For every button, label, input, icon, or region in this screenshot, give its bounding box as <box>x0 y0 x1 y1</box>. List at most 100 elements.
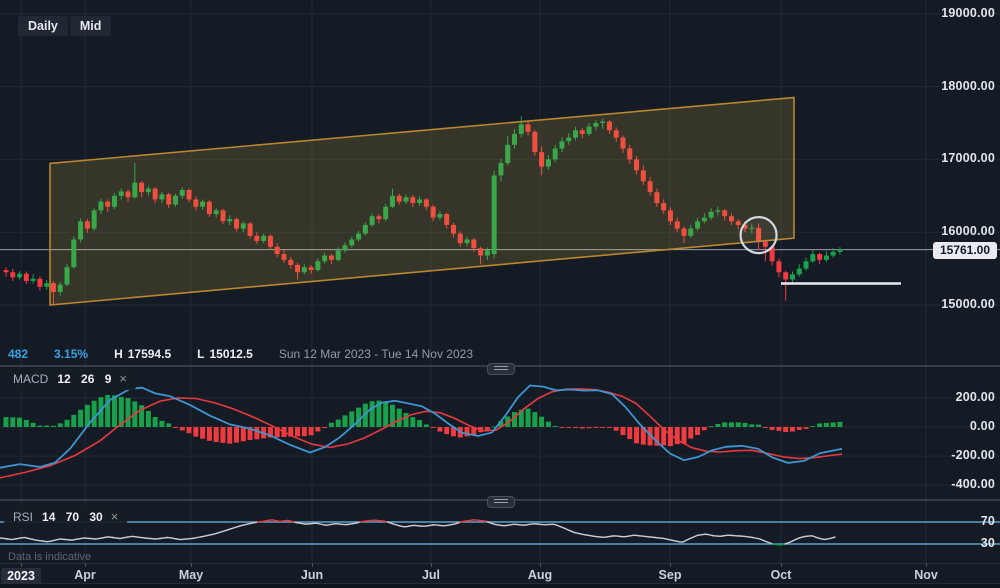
macd-histogram-bar <box>139 405 145 427</box>
candle <box>444 214 450 225</box>
candle <box>674 221 680 229</box>
candle <box>783 272 789 280</box>
candle <box>308 267 314 271</box>
candle <box>145 188 151 193</box>
time-axis-tick <box>191 563 192 567</box>
time-axis-tick <box>431 563 432 567</box>
price-tick-label: 16000.00 <box>941 224 995 239</box>
candle <box>315 261 321 271</box>
macd-tick-label: 200.00 <box>955 389 995 404</box>
candle <box>356 233 362 240</box>
candle <box>789 274 795 280</box>
time-axis[interactable] <box>0 563 1000 584</box>
month-label: Jul <box>421 568 441 582</box>
macd-histogram-bar <box>369 401 375 427</box>
high-label: H <box>114 347 123 361</box>
macd-label: MACD <box>13 372 49 386</box>
candle <box>695 221 701 229</box>
interval-daily-button[interactable]: Daily <box>18 16 68 36</box>
macd-histogram-bar <box>749 424 755 427</box>
macd-histogram-bar <box>545 421 551 427</box>
macd-histogram-bar <box>376 400 382 427</box>
candle <box>810 254 816 262</box>
macd-histogram-bar <box>627 427 633 440</box>
macd-histogram-bar <box>57 423 63 427</box>
macd-histogram-bar <box>769 427 775 430</box>
macd-histogram-bar <box>200 427 206 439</box>
macd-histogram-bar <box>559 427 565 428</box>
macd-histogram-bar <box>193 427 199 437</box>
candle <box>688 228 694 236</box>
month-label: Aug <box>527 568 553 582</box>
time-axis-tick <box>21 563 22 567</box>
breakout-circle-annotation[interactable] <box>739 216 778 255</box>
macd-close-icon[interactable]: × <box>119 371 127 386</box>
candle <box>586 126 592 134</box>
low-label: L <box>197 347 205 361</box>
macd-histogram-bar <box>417 420 423 427</box>
macd-histogram-bar <box>234 427 240 443</box>
candle <box>756 227 762 242</box>
macd-histogram-bar <box>776 427 782 431</box>
candle <box>776 261 782 273</box>
macd-histogram-bar <box>783 427 789 432</box>
candle <box>457 233 463 244</box>
time-axis-tick <box>926 563 927 567</box>
candle <box>525 124 531 132</box>
candle <box>735 221 741 225</box>
candle <box>152 188 158 200</box>
pane-resize-handle[interactable] <box>487 363 515 375</box>
status-bar: 482 3.15% H 17594.5 L 15012.5 Sun 12 Mar… <box>8 347 473 361</box>
candle <box>166 194 172 205</box>
macd-histogram-bar <box>722 422 728 427</box>
month-label: Apr <box>74 568 96 582</box>
macd-histogram-bar <box>654 427 660 446</box>
macd-histogram-bar <box>525 408 531 427</box>
macd-histogram-bar <box>295 427 301 437</box>
trend-channel[interactable] <box>49 96 795 306</box>
candle <box>512 133 517 145</box>
rsi-close-icon[interactable]: × <box>110 509 119 524</box>
macd-histogram-bar <box>661 427 667 446</box>
month-label: Nov <box>914 568 938 582</box>
candle <box>17 273 23 278</box>
macd-histogram-bar <box>328 422 334 427</box>
candle <box>823 255 829 260</box>
macd-histogram-bar <box>410 417 416 427</box>
candle <box>613 130 619 138</box>
candle <box>3 270 9 273</box>
price-type-mid-button[interactable]: Mid <box>69 16 112 36</box>
rsi-label: RSI <box>13 510 34 524</box>
macd-histogram-bar <box>105 395 111 427</box>
candle <box>728 216 734 222</box>
pane-resize-handle[interactable] <box>487 496 515 508</box>
high-value: 17594.5 <box>127 347 172 361</box>
candle <box>369 216 375 225</box>
candle <box>396 195 402 202</box>
candle <box>654 192 660 204</box>
time-axis-tick <box>670 563 671 567</box>
candle <box>78 221 84 240</box>
macd-histogram-bar <box>606 427 612 428</box>
candle <box>749 227 755 229</box>
candle <box>111 195 117 207</box>
macd-histogram-bar <box>125 398 131 427</box>
macd-histogram-bar <box>667 427 673 447</box>
candle <box>417 199 423 204</box>
macd-histogram-bar <box>220 427 226 443</box>
macd-histogram-bar <box>44 425 50 427</box>
candle <box>701 217 707 222</box>
macd-signal-line <box>0 388 843 479</box>
macd-histogram-bar <box>518 409 524 427</box>
macd-histogram-bar <box>240 427 246 442</box>
macd-histogram-bar <box>145 411 151 427</box>
macd-histogram-bar <box>593 427 599 428</box>
macd-histogram-bar <box>823 422 829 427</box>
candle <box>566 137 572 142</box>
time-axis-tick <box>781 563 782 567</box>
candle <box>10 272 16 278</box>
macd-histogram-bar <box>728 422 734 427</box>
candle <box>247 223 253 236</box>
